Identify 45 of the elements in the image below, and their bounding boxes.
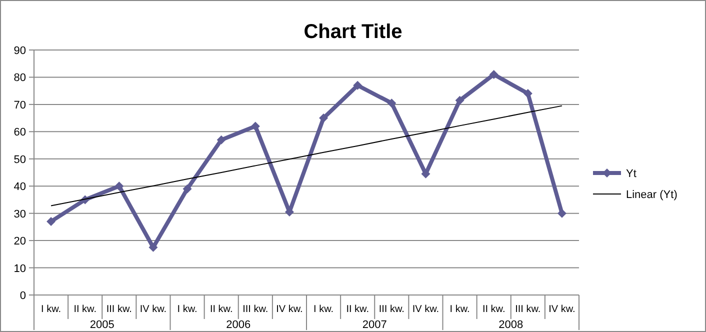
x-tick-label: II kw.	[482, 304, 506, 315]
y-tick-label: 10	[14, 262, 26, 275]
point	[319, 114, 328, 123]
point	[182, 184, 192, 194]
y-tick-label: 0	[20, 290, 26, 302]
text: 2008	[498, 319, 524, 331]
x-tick-label: IV kw.	[276, 304, 303, 315]
text: 2005	[90, 319, 114, 331]
point	[46, 217, 56, 226]
x-tick-label: IV kw.	[140, 304, 167, 315]
y-tick-label: 30	[14, 208, 26, 220]
y-tick-label: 40	[14, 181, 26, 194]
x-tick-label: I kw.	[177, 304, 198, 315]
x-tick-label: II kw.	[74, 304, 96, 315]
x-tick-label: III kw.	[515, 304, 541, 315]
y-tick-label: 80	[14, 72, 26, 84]
chart-title: Chart Title	[304, 21, 402, 43]
point	[250, 122, 260, 131]
point	[455, 96, 464, 105]
y-tick-label: 70	[14, 99, 26, 112]
point	[148, 242, 158, 252]
point	[216, 135, 226, 144]
x-tick-label: II kw.	[346, 304, 369, 315]
text: 2006	[226, 319, 251, 331]
point	[387, 98, 396, 108]
text: 2007	[362, 319, 387, 331]
x-tick-label: II kw.	[210, 304, 233, 315]
y-tick-label: 20	[14, 236, 26, 248]
x-tick-label: I kw.	[41, 304, 62, 315]
legend-label: Linear (Yt)	[626, 189, 678, 201]
y-tick-label: 90	[14, 45, 26, 57]
y-tick-label: 50	[14, 154, 26, 166]
x-tick-label: IV kw.	[548, 304, 576, 315]
point	[114, 182, 124, 191]
legend-label: Yt	[626, 168, 636, 180]
x-tick-label: III kw.	[106, 304, 132, 315]
y-tick-label: 60	[14, 126, 26, 139]
x-tick-label: I kw.	[314, 304, 334, 315]
x-tick-label: IV kw.	[412, 304, 440, 315]
line-series	[50, 105, 562, 206]
x-tick-label: III kw.	[378, 304, 404, 315]
x-tick-label: I kw.	[450, 304, 470, 315]
point	[489, 70, 498, 79]
x-tick-label: III kw.	[242, 304, 268, 315]
point	[353, 80, 362, 90]
